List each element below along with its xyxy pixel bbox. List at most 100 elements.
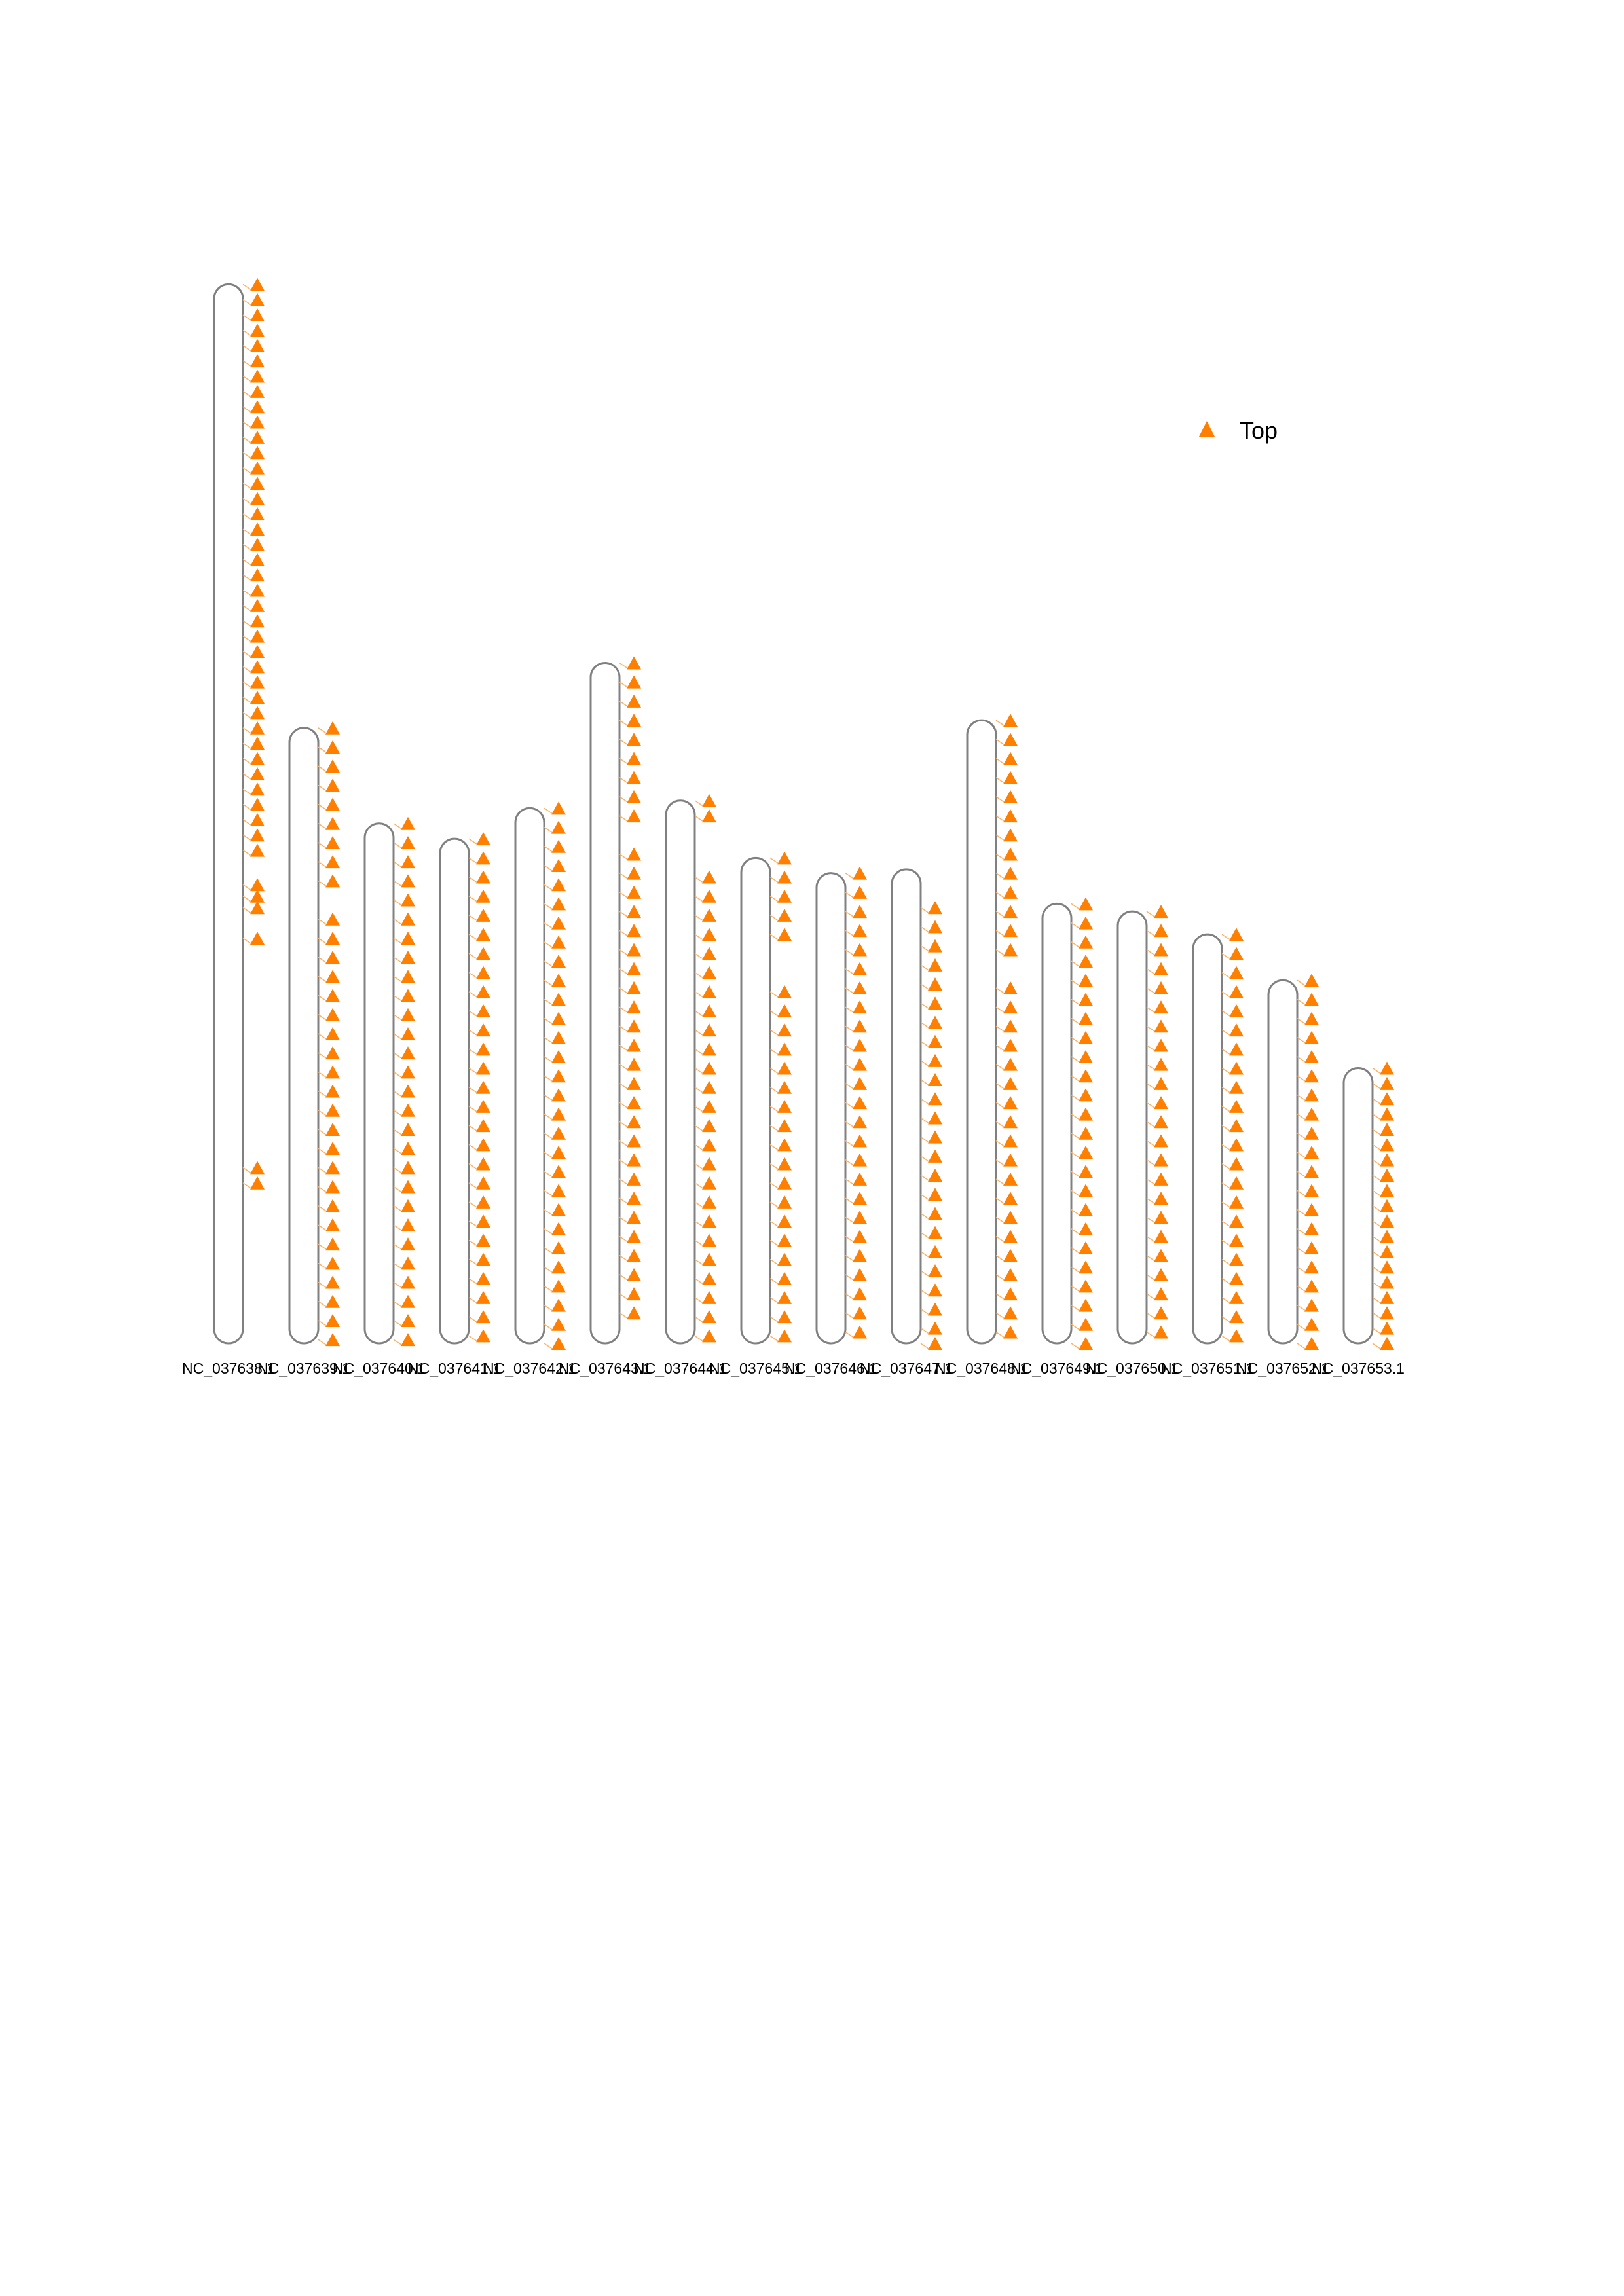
marker-triangle[interactable] bbox=[401, 1142, 415, 1156]
marker-triangle[interactable] bbox=[325, 1333, 340, 1347]
marker-triangle[interactable] bbox=[1003, 1038, 1018, 1052]
marker-triangle[interactable] bbox=[476, 947, 490, 960]
marker-triangle[interactable] bbox=[325, 1065, 340, 1079]
marker-triangle[interactable] bbox=[250, 583, 265, 597]
marker-triangle[interactable] bbox=[627, 1306, 641, 1320]
marker-triangle[interactable] bbox=[325, 1103, 340, 1117]
marker-triangle[interactable] bbox=[551, 1088, 566, 1102]
marker-triangle[interactable] bbox=[401, 835, 415, 849]
marker-triangle[interactable] bbox=[1003, 733, 1018, 746]
marker-triangle[interactable] bbox=[1079, 1337, 1093, 1350]
marker-triangle[interactable] bbox=[1229, 1004, 1244, 1017]
marker-triangle[interactable] bbox=[627, 656, 641, 670]
marker-triangle[interactable] bbox=[551, 955, 566, 968]
chromosome-body[interactable] bbox=[1041, 902, 1073, 1345]
chromosome-body[interactable] bbox=[439, 837, 470, 1345]
marker-triangle[interactable] bbox=[1079, 1165, 1093, 1178]
marker-triangle[interactable] bbox=[777, 985, 792, 998]
chromosome-body[interactable] bbox=[891, 868, 922, 1345]
marker-triangle[interactable] bbox=[928, 1034, 942, 1048]
marker-triangle[interactable] bbox=[551, 1184, 566, 1197]
marker-triangle[interactable] bbox=[702, 928, 716, 941]
marker-triangle[interactable] bbox=[325, 1008, 340, 1021]
marker-triangle[interactable] bbox=[1003, 1172, 1018, 1186]
marker-triangle[interactable] bbox=[1079, 974, 1093, 987]
marker-triangle[interactable] bbox=[250, 369, 265, 383]
marker-triangle[interactable] bbox=[1079, 1279, 1093, 1293]
marker-triangle[interactable] bbox=[1304, 1030, 1319, 1044]
marker-triangle[interactable] bbox=[928, 1321, 942, 1335]
marker-triangle[interactable] bbox=[1154, 1211, 1168, 1224]
marker-triangle[interactable] bbox=[1079, 1146, 1093, 1159]
marker-triangle[interactable] bbox=[325, 1027, 340, 1040]
marker-triangle[interactable] bbox=[627, 1057, 641, 1071]
marker-triangle[interactable] bbox=[325, 1275, 340, 1289]
marker-triangle[interactable] bbox=[702, 1099, 716, 1113]
marker-triangle[interactable] bbox=[777, 1233, 792, 1247]
marker-triangle[interactable] bbox=[702, 1061, 716, 1075]
chromosome-body[interactable] bbox=[966, 719, 997, 1345]
marker-triangle[interactable] bbox=[551, 1165, 566, 1178]
marker-triangle[interactable] bbox=[325, 1237, 340, 1251]
marker-triangle[interactable] bbox=[627, 694, 641, 708]
marker-triangle[interactable] bbox=[777, 1023, 792, 1037]
marker-triangle[interactable] bbox=[1079, 1260, 1093, 1274]
marker-triangle[interactable] bbox=[325, 1199, 340, 1212]
marker-triangle[interactable] bbox=[702, 1023, 716, 1037]
marker-triangle[interactable] bbox=[551, 1030, 566, 1044]
marker-triangle[interactable] bbox=[250, 828, 265, 842]
marker-triangle[interactable] bbox=[250, 737, 265, 750]
marker-triangle[interactable] bbox=[1154, 1248, 1168, 1262]
marker-triangle[interactable] bbox=[401, 1333, 415, 1347]
marker-triangle[interactable] bbox=[853, 924, 867, 938]
marker-triangle[interactable] bbox=[853, 943, 867, 957]
marker-triangle[interactable] bbox=[627, 1134, 641, 1148]
marker-triangle[interactable] bbox=[1003, 1019, 1018, 1033]
marker-triangle[interactable] bbox=[476, 1004, 490, 1017]
marker-triangle[interactable] bbox=[250, 507, 265, 520]
marker-triangle[interactable] bbox=[702, 1157, 716, 1171]
marker-triangle[interactable] bbox=[627, 1019, 641, 1033]
marker-triangle[interactable] bbox=[702, 1252, 716, 1266]
marker-triangle[interactable] bbox=[777, 908, 792, 922]
marker-triangle[interactable] bbox=[325, 874, 340, 888]
marker-triangle[interactable] bbox=[627, 1248, 641, 1262]
marker-triangle[interactable] bbox=[401, 989, 415, 1002]
marker-triangle[interactable] bbox=[1304, 1222, 1319, 1235]
marker-triangle[interactable] bbox=[1380, 1138, 1394, 1152]
marker-triangle[interactable] bbox=[1079, 1088, 1093, 1102]
marker-triangle[interactable] bbox=[1003, 1306, 1018, 1320]
marker-triangle[interactable] bbox=[1380, 1230, 1394, 1243]
marker-triangle[interactable] bbox=[1154, 1019, 1168, 1033]
marker-triangle[interactable] bbox=[250, 691, 265, 704]
marker-triangle[interactable] bbox=[401, 970, 415, 983]
marker-triangle[interactable] bbox=[853, 981, 867, 994]
marker-triangle[interactable] bbox=[627, 1096, 641, 1110]
marker-triangle[interactable] bbox=[1154, 1096, 1168, 1110]
marker-triangle[interactable] bbox=[1229, 1119, 1244, 1133]
marker-triangle[interactable] bbox=[401, 1065, 415, 1079]
marker-triangle[interactable] bbox=[1003, 885, 1018, 899]
marker-triangle[interactable] bbox=[1380, 1275, 1394, 1289]
marker-triangle[interactable] bbox=[777, 851, 792, 865]
marker-triangle[interactable] bbox=[1003, 1230, 1018, 1243]
marker-triangle[interactable] bbox=[476, 966, 490, 979]
marker-triangle[interactable] bbox=[1380, 1337, 1394, 1350]
marker-triangle[interactable] bbox=[1229, 1023, 1244, 1037]
marker-triangle[interactable] bbox=[1304, 1069, 1319, 1083]
marker-triangle[interactable] bbox=[325, 989, 340, 1002]
marker-triangle[interactable] bbox=[250, 843, 265, 857]
marker-triangle[interactable] bbox=[1154, 924, 1168, 938]
marker-triangle[interactable] bbox=[1154, 1267, 1168, 1281]
marker-triangle[interactable] bbox=[250, 706, 265, 720]
marker-triangle[interactable] bbox=[325, 855, 340, 869]
marker-triangle[interactable] bbox=[928, 1015, 942, 1029]
marker-triangle[interactable] bbox=[325, 912, 340, 926]
marker-triangle[interactable] bbox=[777, 1157, 792, 1171]
chromosome-body[interactable] bbox=[1342, 1067, 1374, 1345]
marker-triangle[interactable] bbox=[401, 1084, 415, 1098]
marker-triangle[interactable] bbox=[476, 1214, 490, 1228]
marker-triangle[interactable] bbox=[1079, 1222, 1093, 1235]
marker-triangle[interactable] bbox=[1003, 943, 1018, 957]
marker-triangle[interactable] bbox=[551, 1337, 566, 1350]
